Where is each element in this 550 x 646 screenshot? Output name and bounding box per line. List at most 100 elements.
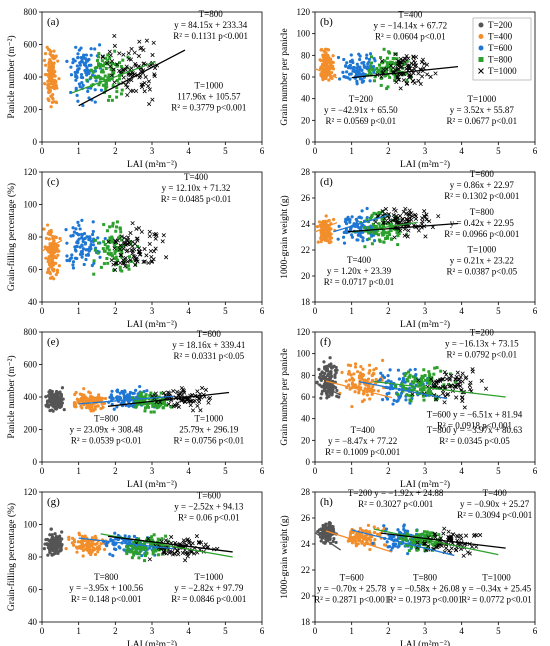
point-T800: [138, 398, 142, 402]
point-T1000: [128, 258, 133, 263]
point-T400: [47, 62, 51, 66]
point-T600: [358, 65, 362, 69]
annotation-line: T=1000: [195, 572, 224, 582]
point-T600: [80, 255, 84, 259]
point-T400: [43, 82, 47, 86]
point-T800: [101, 63, 105, 67]
point-T600: [84, 257, 88, 262]
point-T400: [353, 365, 358, 369]
point-T800: [143, 409, 147, 413]
point-T400: [330, 70, 334, 75]
point-T800: [109, 65, 113, 69]
point-T800: [107, 239, 111, 243]
point-T800: [448, 372, 452, 376]
point-T400: [52, 100, 56, 104]
point-T1000: [130, 239, 135, 244]
annotation-line: R² = 0.0677 p<0.01: [447, 116, 518, 126]
point-T600: [355, 62, 359, 66]
annotation-line: R² = 0.3027 p<0.001: [358, 499, 433, 509]
point-T200: [323, 371, 327, 376]
point-T800: [394, 52, 398, 56]
point-T800: [98, 65, 102, 69]
point-T800: [118, 246, 122, 250]
y-tick-label: 80: [301, 370, 311, 380]
point-T600: [84, 53, 89, 57]
legend-label: T=200: [488, 20, 513, 30]
point-T600: [355, 72, 359, 76]
point-T1000: [139, 84, 145, 90]
point-T400: [374, 366, 378, 371]
point-T600: [403, 529, 407, 533]
point-T400: [319, 66, 323, 70]
y-tick-label: 24: [301, 219, 311, 229]
x-tick-label: 2: [386, 466, 391, 476]
point-T1000: [175, 401, 180, 406]
point-T800: [423, 535, 427, 539]
scatter-points: [315, 206, 441, 249]
point-T800: [414, 377, 418, 381]
point-T800: [389, 237, 393, 241]
annotation-line: T=600: [340, 572, 365, 582]
point-T600: [65, 254, 69, 258]
point-T1000: [433, 535, 438, 540]
point-T600: [97, 43, 102, 47]
point-T1000: [163, 538, 168, 543]
point-T400: [53, 56, 57, 60]
point-T800: [113, 244, 117, 248]
point-T200: [324, 535, 329, 540]
point-T800: [387, 50, 391, 54]
annotation-line: y = 23.09x + 308.48: [70, 424, 144, 434]
point-T400: [96, 550, 100, 554]
point-T800: [405, 377, 409, 381]
point-T800: [116, 247, 120, 251]
point-T600: [93, 100, 97, 104]
point-T600: [342, 241, 347, 245]
annotation-line: y = 84.15x + 233.34: [174, 20, 248, 30]
point-T800: [149, 538, 153, 542]
point-T400: [45, 45, 49, 49]
point-T800: [432, 372, 436, 376]
point-T1000: [461, 553, 466, 558]
fit-line-T800: [373, 528, 499, 556]
point-T800: [144, 393, 148, 397]
point-T800: [143, 397, 147, 401]
point-T400: [74, 545, 79, 549]
y-tick-label: 18: [301, 297, 311, 307]
point-T800: [106, 78, 110, 82]
y-tick-label: 22: [301, 245, 310, 255]
point-T600: [89, 86, 93, 90]
point-T400: [57, 249, 61, 253]
point-T800: [447, 382, 451, 386]
point-T800: [139, 548, 143, 552]
point-T800: [148, 543, 152, 547]
point-T400: [51, 267, 55, 272]
point-T400: [318, 58, 322, 62]
point-T400: [49, 264, 53, 269]
point-T1000: [133, 262, 138, 267]
point-T800: [410, 394, 414, 398]
point-T200: [331, 539, 335, 543]
point-T800: [151, 552, 155, 556]
annotation-line: T=400: [184, 172, 209, 182]
annotation-line: y = −42.91x + 65.50: [324, 105, 398, 115]
point-T800: [376, 69, 380, 73]
point-T1000: [400, 216, 405, 222]
point-T200: [60, 386, 65, 390]
point-T800: [135, 551, 139, 555]
point-T1000: [406, 212, 411, 217]
y-tick-label: 20: [301, 591, 311, 601]
y-tick-label: 800: [24, 7, 38, 17]
point-T600: [348, 77, 352, 81]
point-T600: [88, 245, 93, 249]
point-T800: [110, 237, 114, 241]
point-T800: [368, 229, 372, 233]
point-T1000: [133, 63, 138, 68]
y-axis-label: 1000-grain weight (g): [279, 515, 290, 598]
point-T1000: [176, 404, 181, 410]
point-T800: [383, 59, 387, 63]
point-T200: [334, 540, 338, 545]
annotation-line: T=600: [197, 329, 222, 339]
